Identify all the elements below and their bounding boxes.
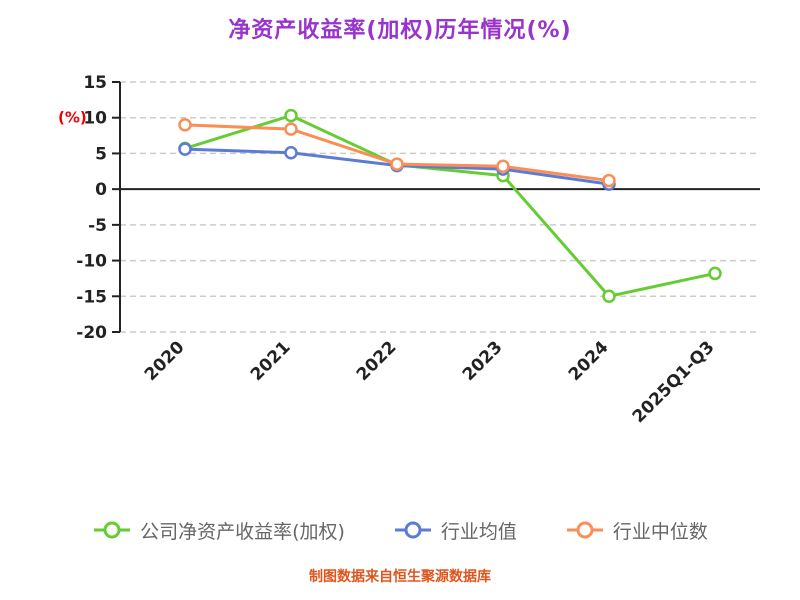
svg-text:2020: 2020 [141,337,189,385]
data-source-note: 制图数据来自恒生聚源数据库 [309,569,491,585]
svg-text:15: 15 [83,73,107,93]
svg-text:-15: -15 [76,287,107,307]
svg-text:2021: 2021 [247,337,295,385]
svg-text:(%): (%) [58,109,87,127]
chart-legend: 公司净资产收益率(加权) 行业均值 行业中位数 [0,508,800,552]
legend-label-industry-median: 行业中位数 [612,520,708,543]
svg-text:10: 10 [83,109,107,129]
legend-label-company: 公司净资产收益率(加权) [140,520,345,543]
legend-marker-industry-mean-icon [394,521,431,539]
legend-item-company: 公司净资产收益率(加权) [92,517,345,544]
svg-text:0: 0 [95,180,107,200]
legend-item-industry-median: 行业中位数 [565,517,708,544]
svg-text:-5: -5 [88,216,107,236]
legend-item-industry-mean: 行业均值 [393,517,517,544]
svg-text:2023: 2023 [459,337,507,385]
line-chart: 15 10 5 0 -5 -10 -15 -20 2020 2021 2022 2023 2024 202… [58,73,760,427]
svg-text:2024: 2024 [565,337,613,385]
legend-label-industry-mean: 行业均值 [440,520,517,543]
svg-text:2025Q1-Q3: 2025Q1-Q3 [629,337,719,427]
svg-text:-20: -20 [76,323,107,343]
svg-text:2022: 2022 [353,337,401,385]
legend-marker-company-icon [94,521,131,539]
chart-title: 净资产收益率(加权)历年情况(%) [228,18,572,43]
svg-text:-10: -10 [76,252,107,272]
legend-marker-industry-median-icon [566,521,603,539]
svg-text:5: 5 [95,144,107,164]
